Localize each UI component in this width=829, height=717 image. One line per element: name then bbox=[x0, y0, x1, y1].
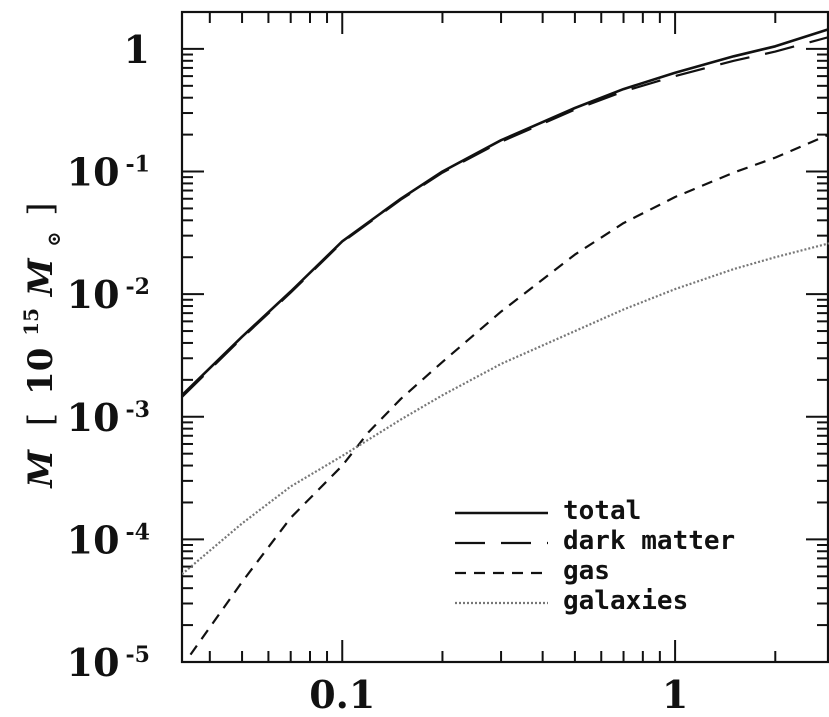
x-tick-labels: 0.1 1 bbox=[309, 672, 688, 717]
x-tick-label: 0.1 bbox=[309, 672, 375, 717]
legend-label-dark-matter: dark matter bbox=[563, 526, 735, 556]
y-tick-label: 10 -4 bbox=[67, 517, 150, 562]
y-tick-label: 10 -2 bbox=[67, 272, 150, 317]
series-lines bbox=[182, 27, 829, 656]
major-ticks bbox=[182, 12, 828, 663]
series-line-total bbox=[182, 27, 829, 397]
y-tick-label-exponent: -5 bbox=[126, 642, 150, 668]
y-tick-label-base: 10 bbox=[67, 272, 120, 317]
y-axis-label-bracket-open: [ bbox=[21, 413, 61, 426]
y-tick-label-base: 10 bbox=[67, 517, 120, 562]
y-tick-label: 10 -3 bbox=[67, 395, 150, 440]
y-tick-label-base: 10 bbox=[67, 150, 120, 195]
legend-label-total: total bbox=[563, 496, 641, 526]
y-tick-label: 10 -5 bbox=[67, 640, 150, 685]
series-line-gas bbox=[189, 133, 829, 656]
legend-label-gas: gas bbox=[563, 556, 610, 586]
series-line-galaxies bbox=[182, 242, 829, 576]
y-tick-label-base: 10 bbox=[67, 395, 120, 440]
axes-frame bbox=[180, 10, 829, 664]
y-axis-label: M [ 10 15 M ⊙ ] bbox=[7, 202, 69, 488]
y-axis-label-main: M bbox=[21, 449, 61, 489]
y-tick-label-exponent: -3 bbox=[126, 397, 150, 423]
y-tick-label-exponent: -2 bbox=[126, 274, 150, 300]
y-axis-label-base: 10 bbox=[21, 348, 61, 395]
y-tick-label: 10 -1 bbox=[67, 150, 150, 195]
y-axis-label-unit-subscript: ⊙ bbox=[44, 232, 65, 247]
legend-label-galaxies: galaxies bbox=[563, 586, 688, 616]
y-axis-label-bracket-close: ] bbox=[21, 202, 61, 215]
series-line-dark-matter bbox=[182, 35, 829, 398]
y-tick-labels: 110-110-210-310-410-5 bbox=[67, 27, 150, 685]
plot-border bbox=[180, 10, 829, 664]
y-tick-label-exponent: -1 bbox=[126, 152, 150, 178]
y-axis-label-unit: M bbox=[21, 257, 61, 297]
y-tick-label: 1 bbox=[124, 27, 150, 72]
minor-ticks bbox=[182, 11, 828, 662]
y-tick-label-exponent: -4 bbox=[126, 519, 150, 545]
y-tick-label-base: 1 bbox=[124, 27, 150, 72]
y-axis-label-exponent: 15 bbox=[19, 308, 43, 336]
y-tick-label-base: 10 bbox=[67, 640, 120, 685]
x-tick-label: 1 bbox=[662, 672, 688, 717]
